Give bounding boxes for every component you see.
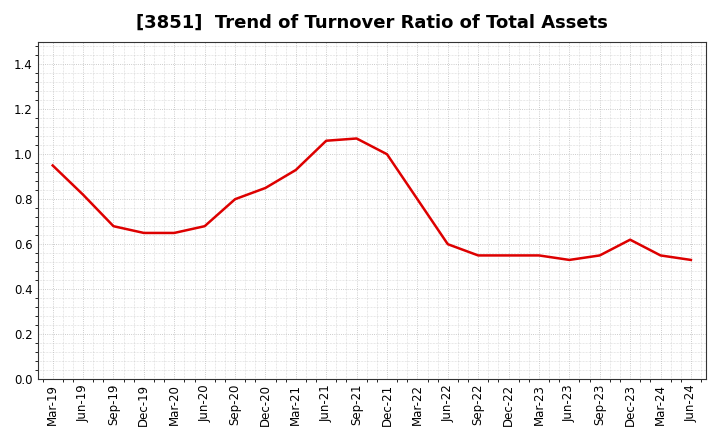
Title: [3851]  Trend of Turnover Ratio of Total Assets: [3851] Trend of Turnover Ratio of Total … <box>136 14 608 32</box>
